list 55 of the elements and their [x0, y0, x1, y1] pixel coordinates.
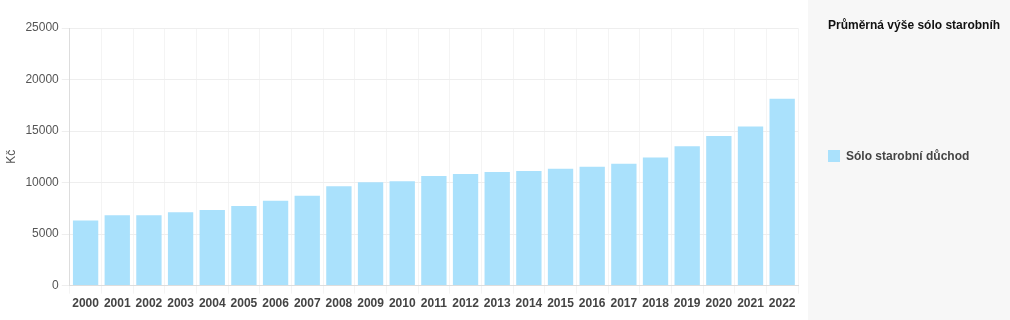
bar: [642, 157, 669, 286]
x-tick-label: 2008: [325, 296, 353, 311]
x-tick-label: 2013: [483, 296, 511, 311]
x-tick-label: 2006: [262, 296, 290, 311]
bar: [357, 182, 384, 286]
x-tick-label: 2016: [578, 296, 606, 311]
bar: [72, 220, 99, 286]
x-tick-label: 2012: [452, 296, 480, 311]
x-tick-label: 2020: [705, 296, 733, 311]
x-tick-label: 2011: [420, 296, 448, 311]
bar: [294, 195, 320, 286]
bar: [706, 135, 732, 286]
bar: [136, 215, 162, 286]
x-tick-label: 2009: [357, 296, 385, 311]
legend-label: Sólo starobní důchod: [846, 149, 970, 163]
bar: [421, 176, 447, 286]
bar: [674, 146, 700, 286]
x-tick-label: 2007: [293, 296, 321, 311]
bar: [104, 215, 130, 286]
bar: [389, 181, 415, 286]
bar: [452, 174, 479, 286]
y-tick-label: 0: [52, 277, 60, 292]
legend-title: Průměrná výše sólo starobníh: [828, 18, 1001, 32]
x-tick-label: 2005: [230, 296, 258, 311]
x-tick-label: 2004: [198, 296, 226, 311]
y-tick-label: 25000: [25, 20, 60, 35]
bar: [199, 210, 225, 286]
bar: [769, 98, 795, 286]
y-tick-label: 5000: [32, 226, 60, 241]
y-tick-label: 20000: [25, 71, 60, 86]
bar: [262, 200, 289, 286]
bar: [231, 205, 257, 286]
x-tick-label: 2003: [167, 296, 195, 311]
bar: [167, 212, 194, 286]
x-tick-label: 2022: [768, 296, 796, 311]
bar: [579, 166, 605, 286]
x-tick-label: 2010: [388, 296, 416, 311]
x-tick-label: 2000: [72, 296, 100, 311]
x-tick-label: 2018: [642, 296, 670, 311]
x-tick-label: 2002: [135, 296, 163, 311]
x-tick-label: 2021: [737, 296, 765, 311]
x-tick-label: 2019: [673, 296, 701, 311]
bar: [547, 168, 574, 286]
bar: [611, 163, 637, 286]
y-tick-label: 10000: [25, 174, 60, 189]
bar: [326, 186, 352, 286]
bar: [484, 171, 510, 286]
bar: [516, 170, 542, 286]
x-tick-label: 2017: [610, 296, 638, 311]
x-tick-label: 2001: [103, 296, 131, 311]
x-tick-label: 2014: [515, 296, 543, 311]
bar: [737, 126, 764, 286]
x-tick-label: 2015: [547, 296, 575, 311]
y-tick-label: 15000: [25, 123, 60, 138]
y-axis-title: Kč: [3, 149, 18, 164]
